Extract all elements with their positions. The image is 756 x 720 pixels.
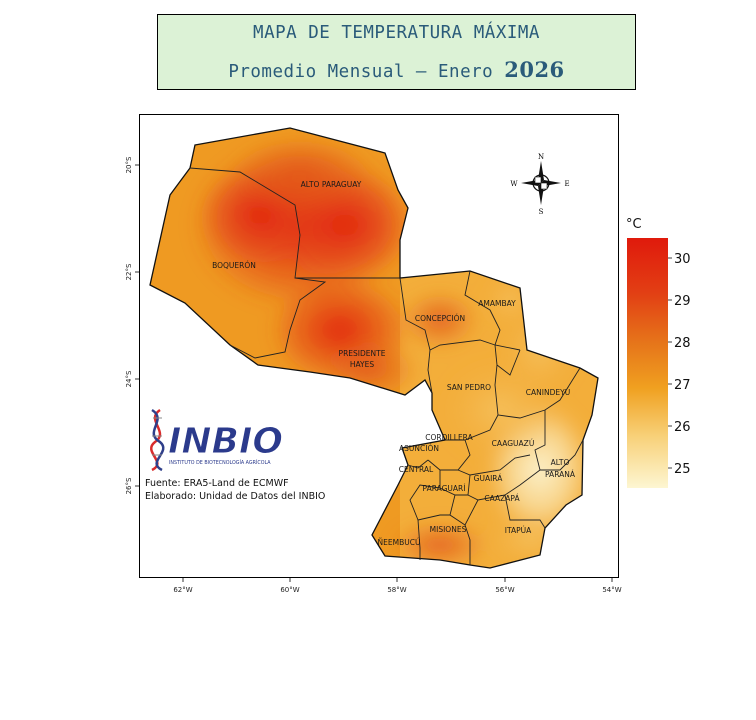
legend-label-26: 26 bbox=[674, 420, 691, 435]
label-guaira: GUAIRÁ bbox=[474, 474, 504, 483]
label-alto-paraguay: ALTO PARAGUAY bbox=[301, 180, 362, 189]
prepared-by-line: Elaborado: Unidad de Datos del INBIO bbox=[145, 491, 325, 502]
label-caaguazu: CAAGUAZÚ bbox=[492, 439, 535, 448]
country-outline bbox=[149, 127, 599, 569]
source-line: Fuente: ERA5-Land de ECMWF bbox=[145, 478, 289, 489]
lon-tick-54w: 54°W bbox=[602, 586, 621, 594]
lat-tick-22s: 22°S bbox=[125, 263, 133, 280]
label-paraguari: PARAGUARÍ bbox=[423, 484, 466, 493]
lon-tick-60w: 60°W bbox=[280, 586, 299, 594]
map-title-box: MAPA DE TEMPERATURA MÁXIMA Promedio Mens… bbox=[157, 14, 636, 90]
label-caazapa: CAAZAPÁ bbox=[484, 494, 520, 503]
label-canindeyu: CANINDEYÚ bbox=[526, 388, 570, 397]
label-concepcion: CONCEPCIÓN bbox=[415, 314, 465, 323]
map-subtitle-year: 2026 bbox=[504, 57, 565, 82]
legend-label-30: 30 bbox=[674, 252, 691, 267]
label-asuncion: ASUNCIÓN bbox=[399, 444, 439, 453]
label-presidente-hayes-2: HAYES bbox=[350, 360, 375, 369]
legend-colorbar bbox=[627, 238, 668, 488]
map-subtitle: Promedio Mensual – Enero 2026 bbox=[158, 57, 635, 82]
dna-helix-icon bbox=[150, 408, 165, 472]
label-neembucu: ÑEEMBUCÚ bbox=[378, 538, 421, 547]
label-amambay: AMAMBAY bbox=[478, 299, 516, 308]
label-misiones: MISIONES bbox=[430, 525, 467, 534]
map-title: MAPA DE TEMPERATURA MÁXIMA bbox=[253, 23, 540, 43]
label-presidente-hayes-1: PRESIDENTE bbox=[339, 349, 386, 358]
label-boqueron: BOQUERÓN bbox=[212, 261, 256, 270]
lon-tick-56w: 56°W bbox=[495, 586, 514, 594]
label-itapua: ITAPÚA bbox=[505, 526, 532, 535]
compass-e: E bbox=[564, 180, 569, 188]
legend-label-29: 29 bbox=[674, 294, 691, 309]
legend-label-28: 28 bbox=[674, 336, 691, 351]
compass-s: S bbox=[539, 208, 544, 216]
inbio-logo: INBIO INSTITUTO DE BIOTECNOLOGÍA AGRÍCOL… bbox=[150, 408, 283, 472]
label-alto-parana-2: PARANÁ bbox=[545, 470, 576, 479]
legend-unit: °C bbox=[626, 217, 642, 232]
department-labels: ALTO PARAGUAY BOQUERÓN PRESIDENTE HAYES … bbox=[212, 180, 576, 547]
latitude-ticks: 20°S 22°S 24°S 26°S bbox=[125, 156, 139, 494]
inbio-logo-subtitle: INSTITUTO DE BIOTECNOLOGÍA AGRÍCOLA bbox=[169, 459, 271, 466]
label-alto-parana-1: ALTO bbox=[551, 458, 570, 467]
lon-tick-62w: 62°W bbox=[173, 586, 192, 594]
label-cordillera: CORDILLERA bbox=[425, 433, 473, 442]
lat-tick-24s: 24°S bbox=[125, 370, 133, 387]
compass-w: W bbox=[510, 180, 518, 188]
label-central: CENTRAL bbox=[399, 465, 434, 474]
department-borders bbox=[189, 167, 584, 565]
legend-label-25: 25 bbox=[674, 462, 691, 477]
compass-rose-icon: N S E W bbox=[510, 153, 569, 216]
label-san-pedro: SAN PEDRO bbox=[447, 383, 491, 392]
lat-tick-20s: 20°S bbox=[125, 156, 133, 173]
compass-n: N bbox=[538, 153, 544, 161]
lat-tick-26s: 26°S bbox=[125, 477, 133, 494]
longitude-ticks: 62°W 60°W 58°W 56°W 54°W bbox=[173, 578, 622, 594]
lon-tick-58w: 58°W bbox=[387, 586, 406, 594]
inbio-logo-text: INBIO bbox=[168, 421, 283, 462]
map-subtitle-text: Promedio Mensual – Enero bbox=[228, 62, 505, 82]
legend-label-27: 27 bbox=[674, 378, 691, 393]
legend: °C 30 29 28 27 26 25 bbox=[626, 217, 691, 488]
